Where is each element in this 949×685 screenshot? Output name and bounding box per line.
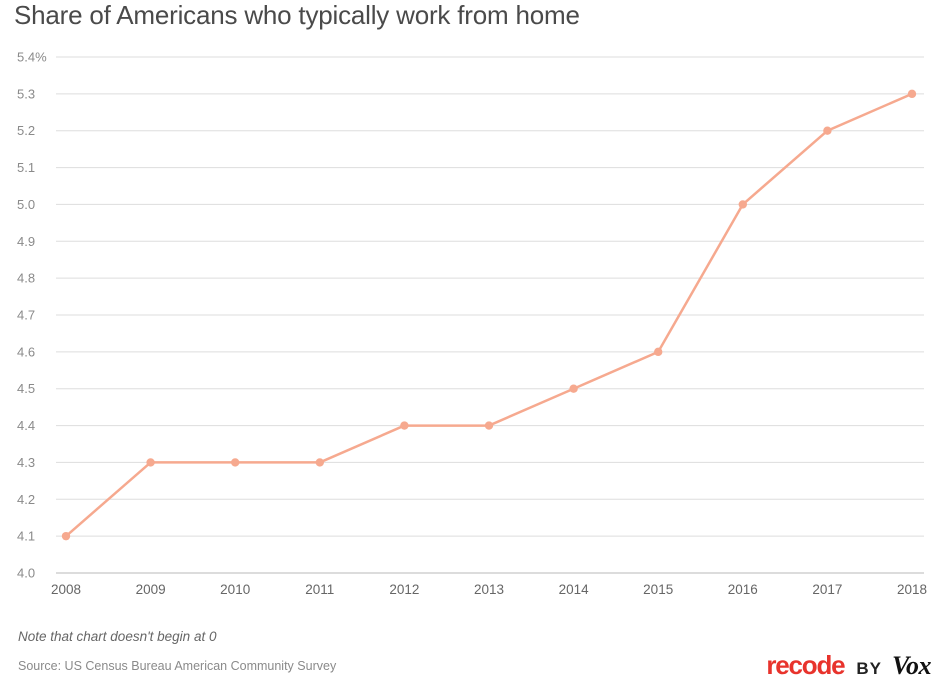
data-point	[231, 458, 240, 467]
y-tick-label: 5.2	[17, 123, 35, 138]
x-tick-label: 2010	[220, 582, 250, 597]
y-tick-label: 4.4	[17, 418, 35, 433]
data-point	[569, 384, 578, 393]
data-point	[146, 458, 155, 467]
data-point	[400, 421, 409, 430]
source-credit: Source: US Census Bureau American Commun…	[18, 659, 337, 673]
y-tick-label: 4.3	[17, 455, 35, 470]
recode-logo: recode	[766, 650, 845, 680]
x-tick-label: 2018	[897, 582, 927, 597]
data-point	[61, 531, 71, 541]
y-tick-label: 4.8	[17, 271, 35, 286]
y-tick-label: 4.9	[17, 234, 35, 249]
data-point	[738, 200, 747, 209]
data-point	[484, 421, 494, 430]
chart-note: Note that chart doesn't begin at 0	[18, 629, 217, 644]
y-tick-label: 5.1	[17, 160, 35, 175]
chart-title: Share of Americans who typically work fr…	[14, 0, 580, 30]
y-tick-label: 4.7	[17, 308, 35, 323]
vox-logo: Vox	[892, 651, 931, 680]
x-tick-label: 2017	[812, 582, 842, 597]
y-tick-label: 4.1	[17, 529, 35, 544]
brand-by-label: BY	[856, 659, 883, 678]
x-tick-label: 2009	[136, 582, 166, 597]
x-tick-label: 2016	[728, 582, 758, 597]
y-tick-label: 4.2	[17, 492, 35, 507]
data-point	[315, 458, 324, 467]
y-tick-label: 4.5	[17, 381, 35, 396]
y-tick-label: 5.3	[17, 86, 35, 101]
x-tick-label: 2008	[51, 582, 81, 597]
y-tick-label: 4.0	[17, 566, 35, 581]
brand-logo: recode BY Vox	[766, 650, 931, 681]
data-point	[823, 126, 832, 135]
data-point	[654, 347, 663, 357]
x-tick-label: 2014	[559, 582, 590, 597]
x-tick-label: 2013	[474, 582, 504, 597]
y-tick-label: 5.4%	[17, 50, 47, 65]
x-tick-label: 2012	[389, 582, 419, 597]
y-tick-label: 5.0	[17, 197, 35, 212]
data-point	[907, 89, 917, 99]
x-tick-label: 2011	[305, 582, 334, 597]
x-tick-label: 2015	[643, 582, 673, 597]
line-chart: 4.0 4.1 4.2 4.3 4.4 4.5 4.6 4.7 4.8 4.9 5.0 5.1 5.2 5…	[17, 50, 927, 598]
y-tick-label: 4.6	[17, 344, 35, 359]
